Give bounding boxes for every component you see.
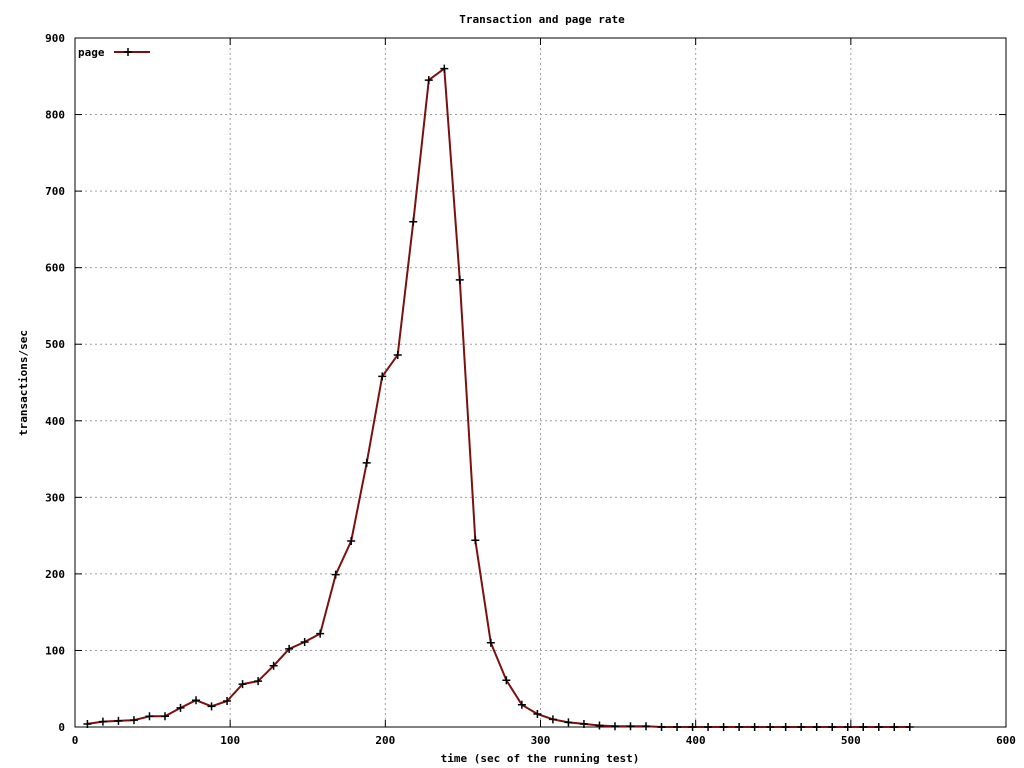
data-point: [378, 372, 387, 381]
data-point: [548, 715, 557, 724]
x-tick-label: 0: [72, 734, 79, 747]
data-point: [533, 709, 542, 718]
data-point: [471, 536, 480, 545]
plot-frame: [74, 37, 1007, 728]
data-point: [673, 723, 682, 731]
x-tick-label: 600: [996, 734, 1016, 747]
data-point: [812, 723, 821, 731]
data-point: [440, 64, 449, 73]
grid: [75, 38, 1006, 727]
series-line-page: [87, 67, 910, 728]
data-point: [393, 350, 402, 359]
data-point: [642, 722, 651, 731]
data-point: [704, 723, 713, 731]
y-tick-label: 300: [45, 491, 65, 504]
y-tick-label: 700: [45, 185, 65, 198]
data-point: [129, 716, 138, 725]
y-tick-label: 0: [58, 721, 65, 734]
y-tick-label: 100: [45, 644, 65, 657]
data-point: [859, 723, 868, 731]
x-tick-label: 400: [686, 734, 706, 747]
data-point: [626, 722, 635, 731]
data-point: [890, 723, 899, 731]
data-point: [254, 677, 263, 686]
axis-ticks: 0 100 200 300 400 500 600 700 800 900 0 100 200 300 40…: [45, 32, 1016, 747]
data-point: [145, 712, 154, 721]
legend-label-page: page: [78, 46, 105, 59]
data-point: [98, 717, 107, 726]
legend-marker-page: [124, 48, 132, 56]
data-point: [610, 722, 619, 731]
data-point: [486, 638, 495, 647]
data-point: [517, 700, 526, 709]
data-point: [424, 76, 433, 85]
data-point: [735, 723, 744, 731]
series-group: [83, 64, 914, 731]
x-tick-label: 300: [531, 734, 551, 747]
data-point: [843, 723, 852, 731]
data-point: [269, 661, 278, 670]
data-point: [409, 217, 418, 226]
data-point: [828, 723, 837, 731]
data-point: [502, 676, 511, 685]
data-point: [83, 719, 92, 728]
y-tick-label: 800: [45, 109, 65, 122]
data-point: [331, 570, 340, 579]
data-point: [207, 702, 216, 711]
legend: page: [78, 46, 150, 59]
data-point: [316, 629, 325, 638]
data-point: [657, 723, 666, 731]
data-point: [781, 723, 790, 731]
data-point: [564, 718, 573, 727]
data-point: [362, 458, 371, 467]
chart-title: Transaction and page rate: [459, 13, 625, 26]
data-point: [766, 723, 775, 731]
y-axis-label: transactions/sec: [17, 330, 30, 436]
x-tick-label: 200: [375, 734, 395, 747]
data-point: [160, 712, 169, 721]
y-tick-label: 600: [45, 262, 65, 275]
data-point: [579, 719, 588, 728]
y-tick-label: 500: [45, 338, 65, 351]
data-point: [176, 703, 185, 712]
data-point: [595, 721, 604, 730]
y-tick-label: 400: [45, 415, 65, 428]
data-point: [688, 723, 697, 731]
data-point: [719, 723, 728, 731]
data-point: [285, 644, 294, 653]
data-point: [455, 275, 464, 284]
data-point: [905, 723, 914, 731]
x-tick-label: 500: [841, 734, 861, 747]
x-axis-label: time (sec of the running test): [441, 752, 640, 765]
data-point: [192, 696, 201, 705]
data-point: [874, 723, 883, 731]
data-point: [750, 723, 759, 731]
y-tick-label: 200: [45, 568, 65, 581]
data-point: [347, 536, 356, 545]
data-point: [114, 716, 123, 725]
x-tick-label: 100: [220, 734, 240, 747]
data-point: [223, 696, 232, 705]
data-point: [238, 680, 247, 689]
data-point: [300, 638, 309, 647]
data-point: [797, 723, 806, 731]
y-tick-label: 900: [45, 32, 65, 45]
